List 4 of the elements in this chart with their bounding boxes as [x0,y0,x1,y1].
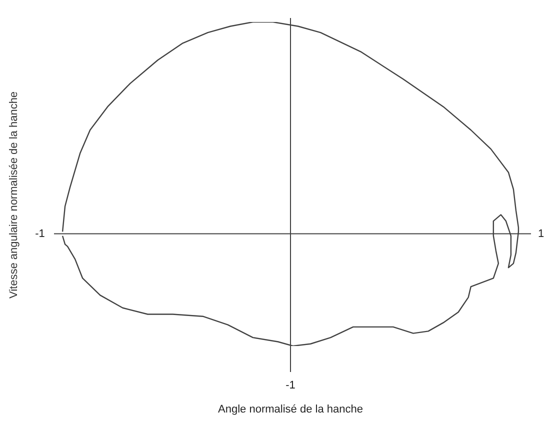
y-axis-title: Vitesse angulaire normalisée de la hanche [8,91,20,299]
x-tick-label: 1 [538,228,544,240]
text: Angle normalisé de la hanche [218,404,363,416]
text: -1 [286,380,296,392]
